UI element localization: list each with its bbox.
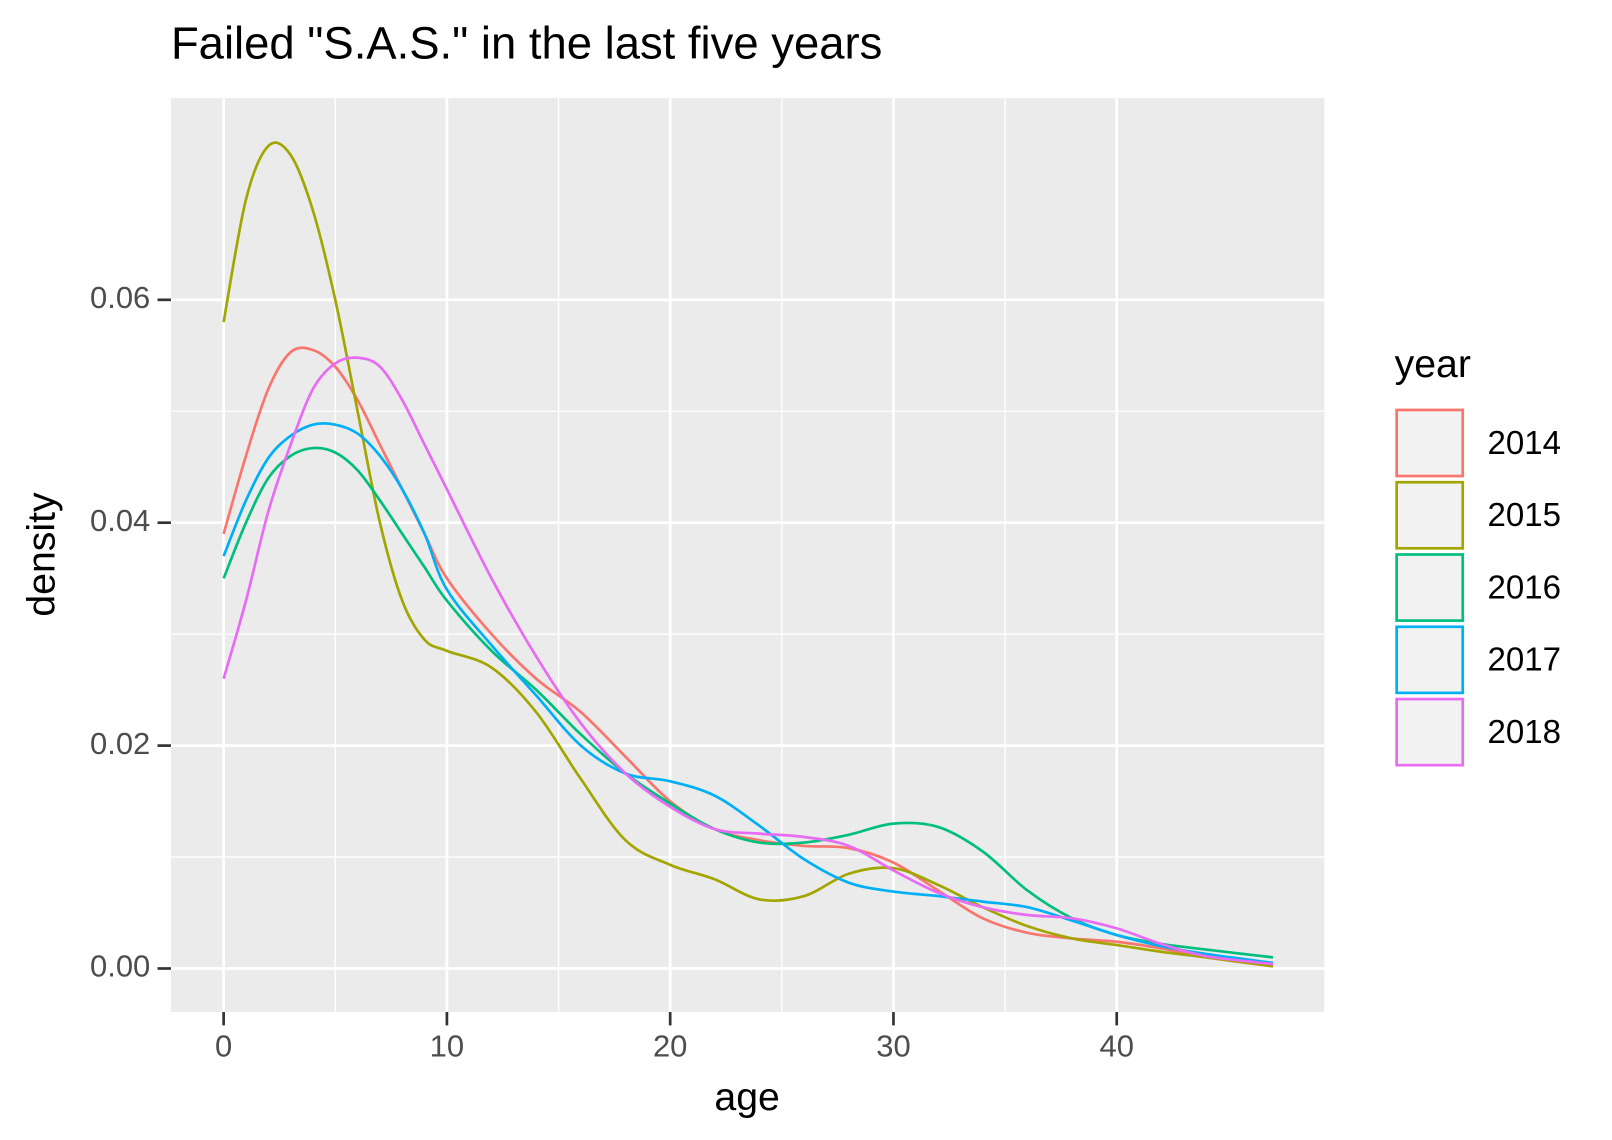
panel bbox=[170, 98, 1325, 1012]
x-tick-label: 30 bbox=[876, 1028, 910, 1063]
density-line bbox=[222, 356, 1274, 966]
x-tick-label: 10 bbox=[430, 1028, 464, 1063]
density-line bbox=[222, 141, 1274, 968]
chart-title: Failed "S.A.S." in the last five years bbox=[171, 17, 882, 68]
y-tick-label: 0.06 bbox=[90, 280, 150, 315]
legend-label: 2014 bbox=[1488, 425, 1561, 462]
legend-key bbox=[1395, 553, 1465, 622]
legend-label: 2017 bbox=[1488, 642, 1561, 679]
density-line bbox=[222, 346, 1274, 968]
legend-title: year bbox=[1395, 342, 1471, 386]
y-tick-label: 0.00 bbox=[90, 949, 150, 984]
x-tick-label: 20 bbox=[653, 1028, 687, 1063]
legend-key bbox=[1395, 625, 1465, 695]
legend-key bbox=[1395, 697, 1465, 767]
legend-label: 2018 bbox=[1488, 714, 1561, 751]
y-tick-label: 0.02 bbox=[90, 726, 150, 761]
legend-label: 2016 bbox=[1488, 569, 1561, 606]
legend-key bbox=[1395, 408, 1465, 478]
x-tick-label: 40 bbox=[1100, 1028, 1134, 1063]
legend-label: 2015 bbox=[1488, 497, 1561, 534]
legend-key bbox=[1395, 480, 1465, 550]
y-axis-title: density bbox=[19, 492, 63, 617]
y-tick-label: 0.04 bbox=[90, 503, 150, 538]
x-axis-title: age bbox=[714, 1075, 779, 1119]
x-tick-label: 0 bbox=[215, 1028, 232, 1063]
